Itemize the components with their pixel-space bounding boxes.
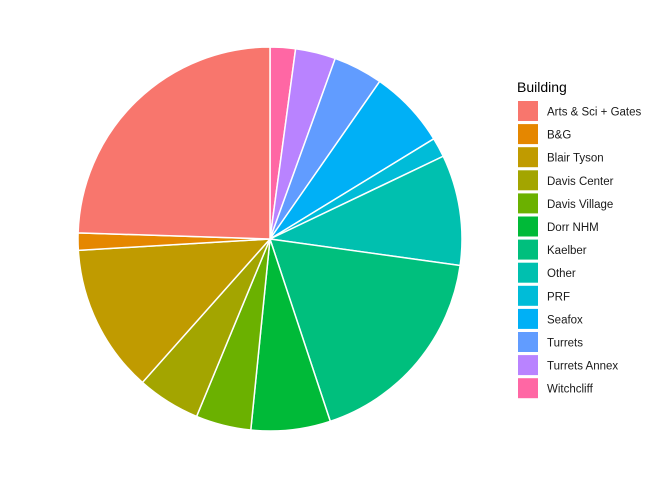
- legend-label-witchcliff: Witchcliff: [547, 384, 594, 396]
- legend-key-b-g: [518, 124, 538, 145]
- legend-key-turrets-annex: [518, 355, 538, 376]
- legend-label-other: Other: [547, 268, 576, 280]
- legend-label-arts-sci-gates: Arts & Sci + Gates: [547, 107, 642, 119]
- pie-slices: [77, 46, 463, 432]
- legend-title: Building: [517, 79, 567, 95]
- legend-label-kaelber: Kaelber: [547, 245, 587, 257]
- legend-label-davis-center: Davis Center: [547, 176, 614, 188]
- legend-key-witchcliff: [518, 378, 538, 399]
- legend-label-seafox: Seafox: [547, 314, 583, 326]
- legend-key-dorr-nhm: [518, 216, 538, 237]
- legend-label-turrets: Turrets: [547, 338, 583, 350]
- legend-label-turrets-annex: Turrets Annex: [547, 361, 618, 373]
- legend-label-blair-tyson: Blair Tyson: [547, 153, 604, 165]
- legend-key-kaelber: [518, 239, 538, 260]
- pie-slice-other: [267, 155, 463, 267]
- legend-key-prf: [518, 285, 538, 306]
- legend-key-turrets: [518, 332, 538, 352]
- legend-key-davis-center: [518, 170, 538, 191]
- legend-key-seafox: [518, 308, 538, 329]
- legend-label-davis-village: Davis Village: [547, 199, 613, 211]
- legend-key-davis-village: [518, 193, 538, 214]
- legend-label-b-g: B&G: [547, 130, 571, 142]
- pie-slice-arts-sci-gates: [77, 46, 271, 240]
- legend-label-dorr-nhm: Dorr NHM: [547, 222, 599, 234]
- pie-slice-blair-tyson: [77, 238, 272, 384]
- legend-key-arts-sci-gates: [518, 101, 538, 121]
- legend: Building Arts & Sci + Gates B&G Blair Tyso…: [517, 79, 642, 399]
- pie-slice-kaelber: [268, 238, 462, 423]
- legend-key-other: [518, 262, 538, 283]
- legend-label-prf: PRF: [547, 291, 570, 303]
- legend-key-blair-tyson: [518, 147, 538, 168]
- legend-items: Arts & Sci + Gates B&G Blair Tyson Davis Ce…: [518, 101, 642, 399]
